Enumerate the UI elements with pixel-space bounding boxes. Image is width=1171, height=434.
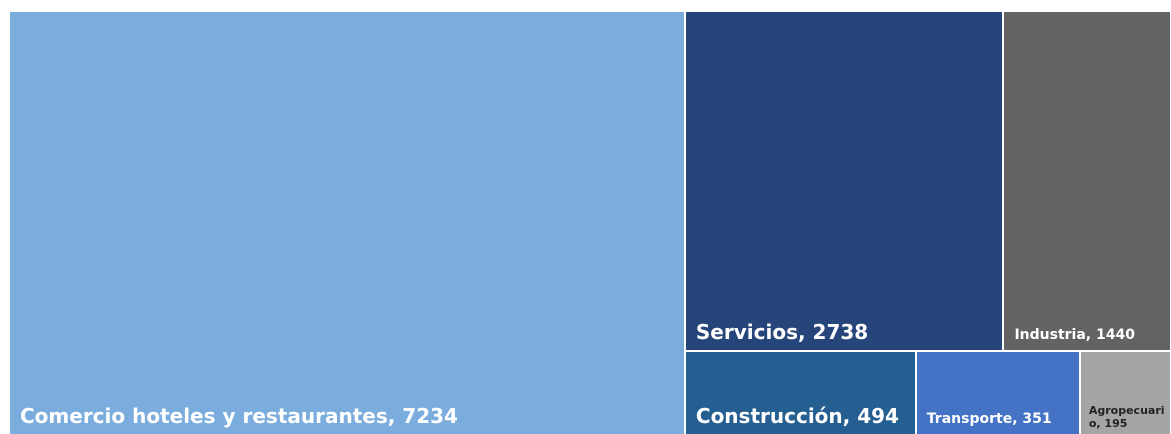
tile-label: Servicios, 2738 bbox=[695, 319, 869, 344]
treemap-tile: Transporte, 351 bbox=[916, 351, 1079, 434]
treemap-tile: Agropecuario, 195 bbox=[1080, 351, 1170, 434]
tile-label: Agropecuario, 195 bbox=[1088, 403, 1165, 430]
treemap-tile: Servicios, 2738 bbox=[685, 12, 1003, 350]
treemap-tile: Comercio hoteles y restaurantes, 7234 bbox=[10, 12, 684, 434]
tile-label: Industria, 1440 bbox=[1014, 327, 1135, 344]
tile-label: Comercio hoteles y restaurantes, 7234 bbox=[20, 404, 458, 428]
treemap-tile: Construcción, 494 bbox=[685, 351, 915, 434]
tile-label: Transporte, 351 bbox=[926, 411, 1052, 428]
tile-label: Construcción, 494 bbox=[695, 403, 899, 428]
treemap-tile: Industria, 1440 bbox=[1004, 12, 1170, 350]
